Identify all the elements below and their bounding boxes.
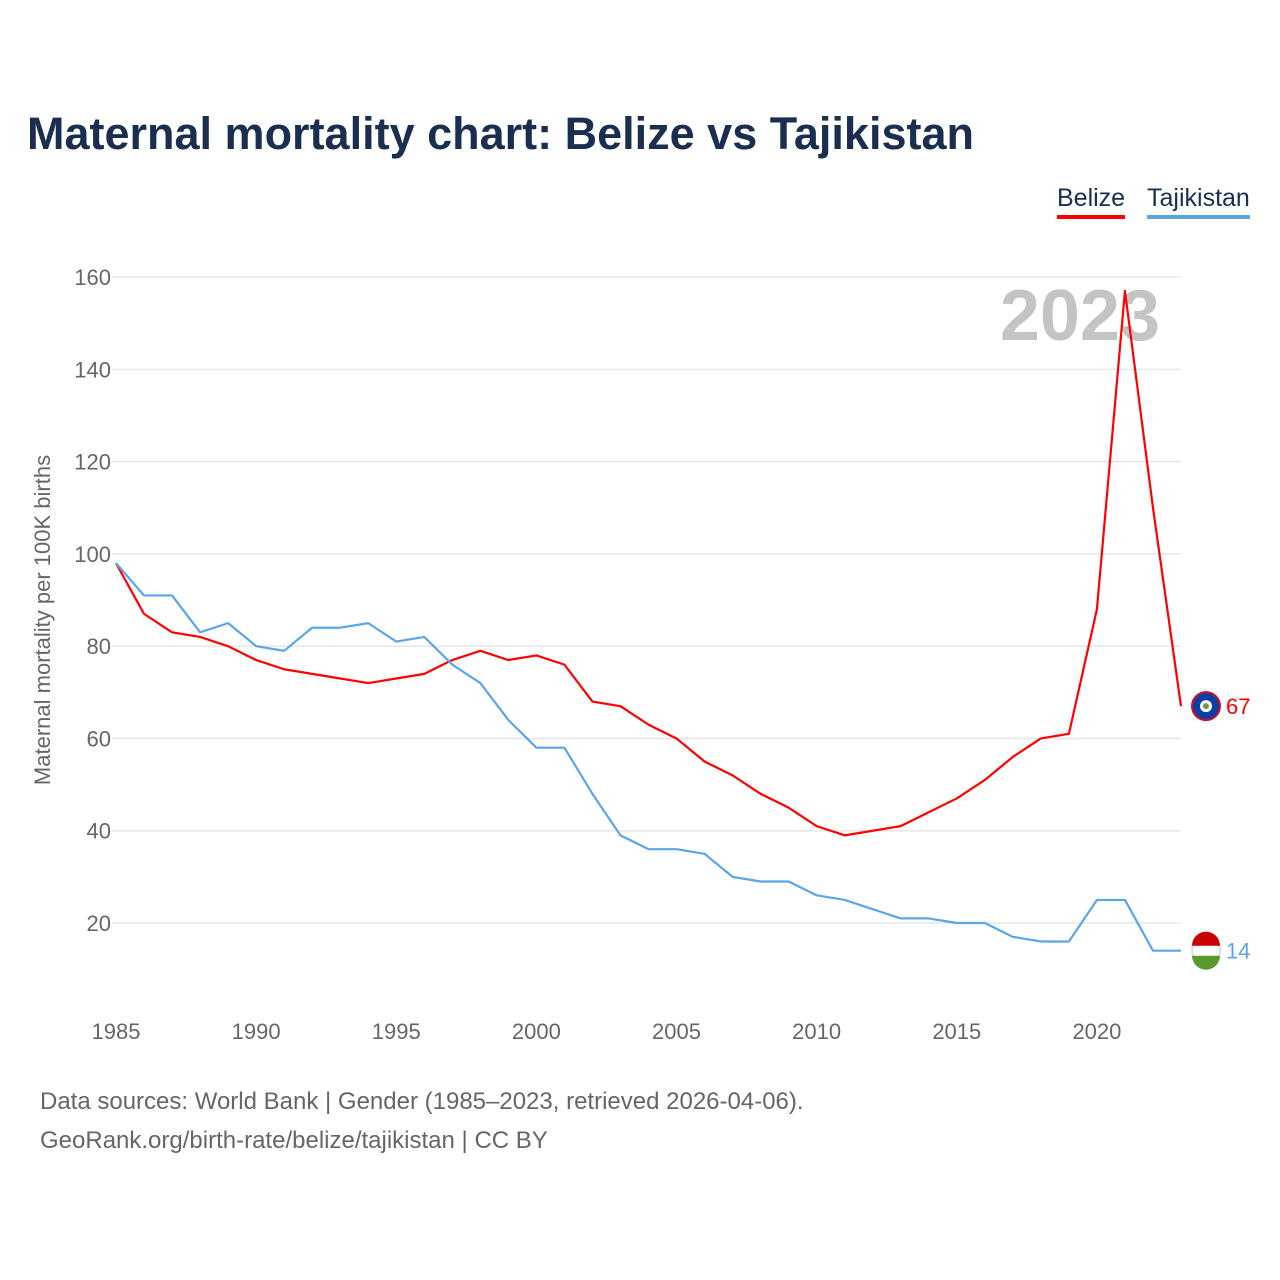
x-tick-label: 1985 [92, 1019, 141, 1044]
flag-stripe-green [1192, 955, 1220, 970]
flag-emblem-center [1203, 703, 1209, 710]
y-axis-label: Maternal mortality per 100K births [30, 455, 55, 785]
y-tick-label: 160 [74, 265, 111, 290]
x-tick-label: 2015 [932, 1019, 981, 1044]
series-line-belize [115, 289, 1183, 837]
x-tick-label: 2010 [792, 1019, 841, 1044]
x-tick-label: 1995 [372, 1019, 421, 1044]
footer-sources: Data sources: World Bank | Gender (1985–… [40, 1088, 804, 1115]
y-tick-label: 80 [87, 634, 111, 659]
y-tick-label: 20 [87, 911, 111, 936]
chart-title: Maternal mortality chart: Belize vs Taji… [27, 108, 974, 159]
y-tick-label: 120 [74, 450, 111, 475]
year-watermark: 2023 [1000, 276, 1160, 356]
end-value-label: 67 [1226, 694, 1250, 719]
y-tick-label: 40 [87, 819, 111, 844]
x-tick-label: 1990 [232, 1019, 281, 1044]
y-tick-label: 140 [74, 357, 111, 382]
end-value-label: 14 [1226, 939, 1250, 964]
y-tick-label: 100 [74, 542, 111, 567]
footer-link[interactable]: GeoRank.org/birth-rate/belize/tajikistan… [40, 1127, 548, 1154]
x-tick-label: 2000 [512, 1019, 561, 1044]
series-line-tajikistan [115, 562, 1181, 952]
legend-belize[interactable]: Belize [1057, 184, 1126, 219]
y-tick-label: 60 [87, 726, 111, 751]
x-tick-label: 2005 [652, 1019, 701, 1044]
x-tick-label: 2020 [1072, 1019, 1121, 1044]
legend-tajikistan[interactable]: Tajikistan [1147, 184, 1250, 219]
flag-stripe-red [1192, 931, 1220, 946]
